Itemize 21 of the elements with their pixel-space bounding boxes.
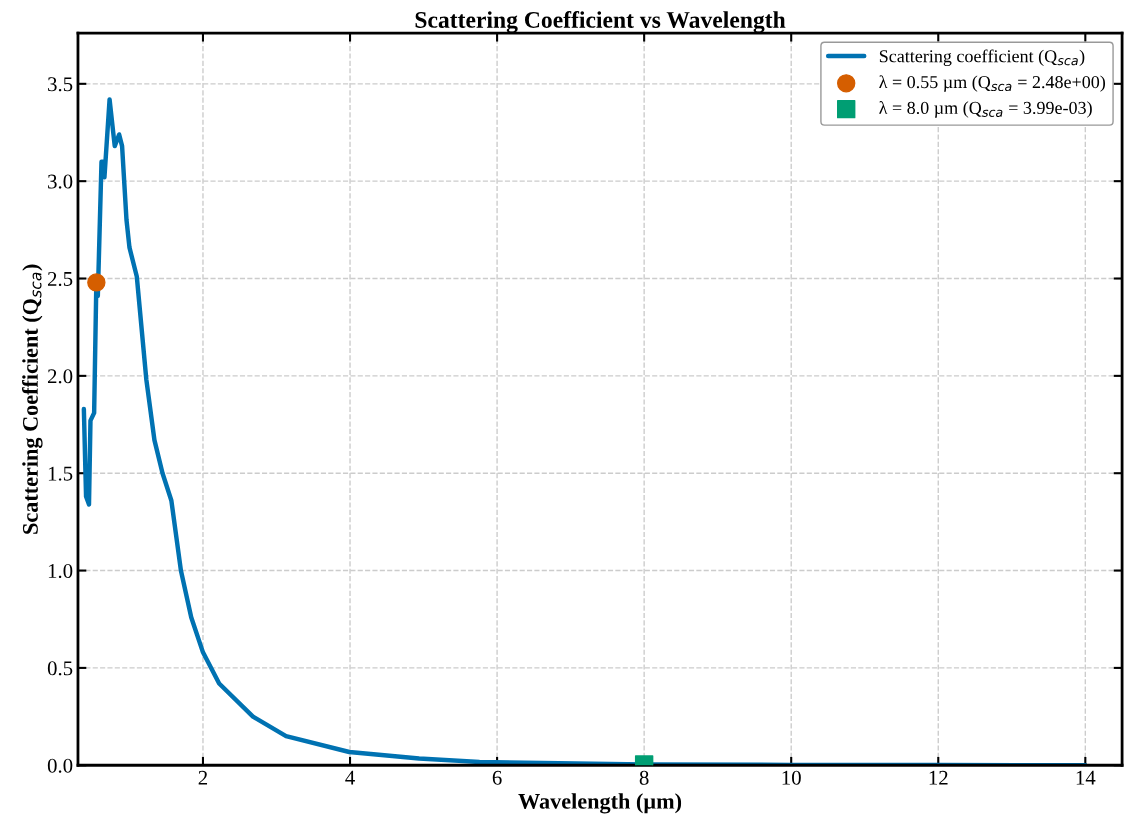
- y-tick-label: 0.5: [47, 661, 73, 676]
- x-tick-label: 8: [639, 770, 649, 785]
- chart-title: Scattering Coefficient vs Wavelength: [415, 11, 786, 33]
- x-tick-label: 6: [492, 770, 502, 785]
- y-tick-label: 1.5: [48, 466, 73, 481]
- legend-label: Scattering coefficient (Q$_{sca}$): [879, 49, 1085, 67]
- x-axis-title: Wavelength (µm): [518, 793, 682, 814]
- y-tick-label: 3.0: [48, 174, 73, 189]
- x-tick-label: 2: [198, 770, 208, 785]
- x-tick-label: 12: [929, 770, 948, 785]
- legend-label: λ = 8.0 µm (Q$_{sca}$ = 3.99e-03): [879, 101, 1092, 118]
- y-tick-label: 3.5: [48, 77, 73, 92]
- x-tick-label: 10: [782, 770, 801, 785]
- y-axis-title: Scattering Coefficient (Q$_{sca}$): [22, 264, 43, 534]
- x-tick-label: 14: [1076, 770, 1096, 785]
- y-tick-label: 2.5: [47, 271, 73, 287]
- y-tick-label: 1.0: [48, 563, 73, 579]
- legend-label: λ = 0.55 µm (Q$_{sca}$ = 2.48e+00): [879, 75, 1106, 92]
- y-tick-label: 0.0: [47, 758, 73, 773]
- x-tick-label: 4: [345, 770, 355, 785]
- y-tick-label: 2.0: [47, 369, 73, 384]
